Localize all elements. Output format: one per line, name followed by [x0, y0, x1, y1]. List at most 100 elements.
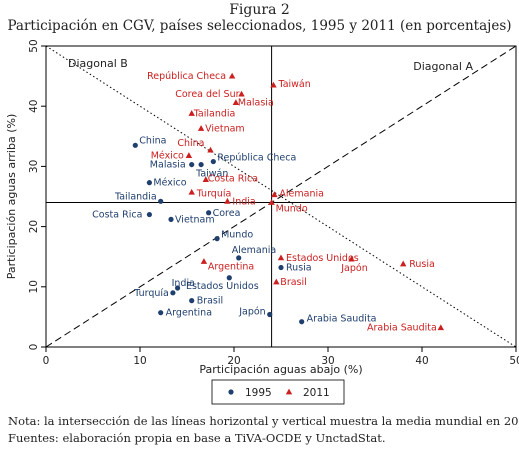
point-1995-brasil-label: Brasil — [197, 296, 223, 307]
x-tick-label: 10 — [133, 355, 146, 367]
point-2011-mexico — [185, 152, 193, 158]
diagonal-b-line — [45, 45, 517, 348]
point-1995-china-label: China — [139, 135, 166, 146]
y-tick-label: 40 — [28, 100, 40, 113]
point-2011-taiwan-label: Taiwán — [277, 79, 310, 90]
legend-label-2011: 2011 — [303, 387, 330, 399]
point-2011-turquia-label: Turquía — [196, 188, 232, 199]
plot-frame — [45, 45, 517, 348]
x-tick-label: 50 — [509, 355, 519, 367]
y-tick-label: 10 — [28, 280, 40, 293]
x-axis-label: Participación aguas abajo (%) — [199, 363, 362, 376]
point-2011-vietnam — [197, 125, 205, 131]
point-2011-costa-rica — [202, 176, 209, 183]
x-tick-label: 0 — [43, 355, 50, 367]
point-2011-turquia — [188, 188, 195, 195]
point-1995-corea-label: Corea — [213, 208, 241, 219]
point-1995-japon — [267, 311, 273, 318]
legend: 1995 2011 — [211, 379, 345, 405]
point-1995-brasil — [189, 298, 195, 304]
legend-marker-1995 — [228, 389, 234, 395]
point-2011-alemania-label: Alemania — [279, 189, 324, 200]
point-2011-tailandia — [188, 110, 195, 116]
point-2011-china-label: China — [177, 138, 204, 149]
point-1995-china — [132, 142, 138, 148]
point-1995-mexico — [146, 180, 152, 186]
point-1995-arabia-saudita-label: Arabia Saudita — [307, 314, 377, 325]
legend-label-1995: 1995 — [245, 387, 272, 399]
point-2011-japon-label: Japón — [340, 263, 368, 274]
point-2011-india — [224, 197, 231, 204]
y-axis-label: Participación aguas arriba (%) — [5, 114, 18, 279]
x-tick-label: 40 — [415, 355, 428, 367]
point-2011-alemania — [271, 191, 278, 198]
y-tick-label: 20 — [28, 220, 40, 233]
data-marks — [132, 72, 444, 331]
legend-marker-2011 — [285, 388, 293, 395]
point-1995-rusia — [278, 264, 284, 271]
point-2011-malasia-label: Malasia — [238, 98, 274, 109]
point-2011-rusia — [400, 260, 407, 267]
y-tick-label: 50 — [28, 39, 40, 52]
point-1995-mundo — [214, 236, 220, 242]
figure-label: Figura 2 — [229, 2, 290, 18]
point-2011-mundo — [268, 199, 275, 205]
diagonal-a-label: Diagonal A — [413, 60, 473, 73]
point-2011-republica-checa-label: República Checa — [147, 71, 226, 82]
point-2011-china — [207, 146, 214, 153]
point-1995-taiwan — [198, 161, 204, 168]
point-1995-turquia — [170, 290, 176, 296]
point-2011-rusia-label: Rusia — [409, 259, 435, 270]
axes: 0 10 20 30 40 50 0 10 20 30 40 50 — [28, 39, 519, 367]
point-1995-vietnam-label: Vietnam — [175, 214, 215, 225]
point-2011-estados-unidos — [277, 254, 285, 261]
point-2011-corea-del-sur — [238, 90, 245, 97]
point-2011-arabia-saudita-label: Arabia Saudita — [367, 323, 437, 334]
point-2011-corea-del-sur-label: Corea del Sur — [175, 89, 239, 100]
diagonal-a-line — [45, 45, 517, 348]
point-1995-malasia — [189, 161, 195, 168]
point-1995-republica-checa-label: República Checa — [217, 153, 296, 164]
point-2011-india-label: India — [232, 196, 255, 207]
diagonal-b-label: Diagonal B — [68, 57, 128, 70]
point-2011-arabia-saudita — [437, 324, 444, 331]
point-2011-republica-checa — [228, 72, 236, 79]
point-1995-arabia-saudita — [299, 319, 305, 325]
point-2011-taiwan — [270, 81, 277, 88]
point-2011-argentina — [200, 258, 208, 264]
figure-title: Participación en CGV, países seleccionad… — [7, 18, 512, 34]
x-tick-label: 30 — [321, 355, 334, 367]
point-1995-republica-checa — [210, 158, 216, 165]
point-1995-vietnam — [168, 216, 174, 222]
point-1995-corea — [206, 210, 212, 216]
y-tick-label: 0 — [28, 344, 40, 351]
point-2011-mundo-label: Mundo — [276, 204, 308, 215]
point-1995-argentina-label: Argentina — [166, 308, 212, 319]
point-1995-costa-rica-label: Costa Rica — [92, 210, 142, 221]
point-1995-mexico-label: México — [153, 178, 186, 189]
point-1995-japon-label: Japón — [238, 306, 266, 317]
point-1995-india-label: India — [172, 278, 195, 289]
point-1995-india — [175, 285, 181, 291]
point-1995-costa-rica — [146, 211, 152, 218]
figure-source: Fuentes: elaboración propia en base a Ti… — [8, 431, 386, 445]
point-1995-mundo-label: Mundo — [221, 230, 253, 241]
point-1995-estados-unidos — [226, 275, 232, 281]
point-2011-vietnam-label: Vietnam — [205, 123, 245, 134]
figure-note: Nota: la intersección de las líneas hori… — [8, 414, 519, 428]
x-tick-label: 20 — [227, 355, 240, 367]
point-2011-argentina-label: Argentina — [208, 262, 254, 273]
point-2011-brasil-label: Brasil — [280, 277, 306, 288]
legend-box — [211, 379, 345, 405]
point-1995-argentina — [158, 310, 164, 316]
point-2011-japon — [348, 255, 355, 262]
point-2011-estados-unidos-label: Estados Unidos — [286, 253, 359, 264]
point-2011-brasil — [273, 278, 280, 285]
point-1995-turquia-label: Turquía — [133, 288, 169, 299]
point-1995-tailandia-label: Tailandia — [114, 191, 157, 202]
point-1995-alemania-label: Alemania — [232, 245, 277, 256]
point-1995-tailandia — [158, 198, 164, 204]
point-1995-malasia-label: Malasia — [150, 160, 186, 171]
